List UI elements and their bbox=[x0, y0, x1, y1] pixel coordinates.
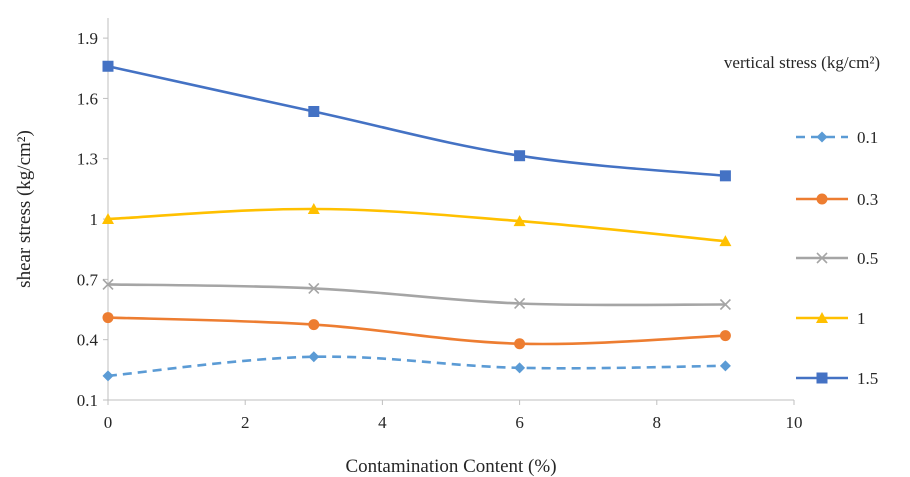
data-point-marker bbox=[308, 282, 320, 294]
series-0-5 bbox=[102, 278, 731, 311]
legend-label: 0.3 bbox=[857, 190, 878, 209]
y-tick-label: 1.6 bbox=[77, 89, 98, 108]
series-1-5 bbox=[102, 60, 731, 182]
axes: 0 2 4 6 8 10 0.1 0.4 0.7 1 1.3 1.6 1.9 bbox=[77, 18, 803, 432]
data-point-marker bbox=[307, 203, 320, 214]
legend-item: 1 bbox=[796, 309, 866, 328]
y-axis-label: shear stress (kg/cm²) bbox=[14, 130, 35, 288]
data-point-marker bbox=[102, 60, 114, 72]
y-tick-label: 0.4 bbox=[77, 331, 99, 350]
x-tick-label: 6 bbox=[515, 413, 524, 432]
series-line bbox=[107, 355, 726, 378]
data-point-marker bbox=[308, 351, 320, 363]
series-0-1 bbox=[102, 351, 731, 382]
legend-item: 1.5 bbox=[796, 369, 878, 388]
legend-item: 0.3 bbox=[796, 190, 878, 209]
legend-swatch-marker bbox=[816, 131, 828, 143]
legend-label: 0.1 bbox=[857, 128, 878, 147]
y-tick-label: 0.1 bbox=[77, 391, 98, 410]
series-line bbox=[107, 207, 726, 243]
data-point-marker bbox=[102, 278, 114, 290]
series-layer bbox=[102, 60, 732, 382]
data-point-marker bbox=[719, 170, 731, 182]
data-point-marker bbox=[102, 312, 114, 324]
legend-label: 1.5 bbox=[857, 369, 878, 388]
data-point-marker bbox=[719, 235, 732, 247]
legend-item: 0.5 bbox=[796, 249, 878, 268]
legend-label: 0.5 bbox=[857, 249, 878, 268]
y-tick-label: 1.3 bbox=[77, 150, 98, 169]
y-tick-label: 1 bbox=[90, 210, 99, 229]
data-point-marker bbox=[513, 215, 526, 227]
x-tick-label: 8 bbox=[653, 413, 662, 432]
series-line bbox=[107, 64, 726, 178]
data-point-marker bbox=[719, 298, 731, 311]
data-point-marker bbox=[102, 213, 114, 225]
data-point-marker bbox=[308, 319, 320, 331]
data-point-marker bbox=[514, 338, 526, 350]
data-point-marker bbox=[514, 150, 526, 162]
y-tick-label: 0.7 bbox=[77, 270, 99, 289]
x-tick-label: 2 bbox=[241, 413, 250, 432]
series-0-3 bbox=[102, 312, 731, 350]
x-tick-label: 4 bbox=[378, 413, 387, 432]
legend-title: vertical stress (kg/cm²) bbox=[724, 53, 880, 72]
legend-swatch-marker bbox=[816, 312, 828, 323]
y-tick-label: 1.9 bbox=[77, 29, 98, 48]
x-axis-label: Contamination Content (%) bbox=[345, 456, 556, 477]
series-line bbox=[107, 283, 726, 307]
x-tick-label: 0 bbox=[104, 413, 113, 432]
legend-item: 0.1 bbox=[796, 128, 878, 147]
legend: vertical stress (kg/cm²) 0.1 0.3 0.5 1 1.5 bbox=[724, 53, 880, 388]
legend-swatch-marker bbox=[816, 193, 828, 205]
data-point-marker bbox=[719, 330, 731, 342]
series-line bbox=[107, 316, 726, 346]
data-point-marker bbox=[308, 105, 320, 117]
legend-swatch-marker bbox=[816, 372, 828, 384]
data-point-marker bbox=[514, 297, 526, 310]
data-point-marker bbox=[514, 362, 526, 374]
data-point-marker bbox=[102, 370, 114, 382]
x-tick-label: 10 bbox=[786, 413, 803, 432]
series-1 bbox=[102, 203, 732, 247]
data-point-marker bbox=[719, 360, 731, 372]
legend-swatch-marker bbox=[816, 252, 828, 264]
legend-label: 1 bbox=[857, 309, 866, 328]
